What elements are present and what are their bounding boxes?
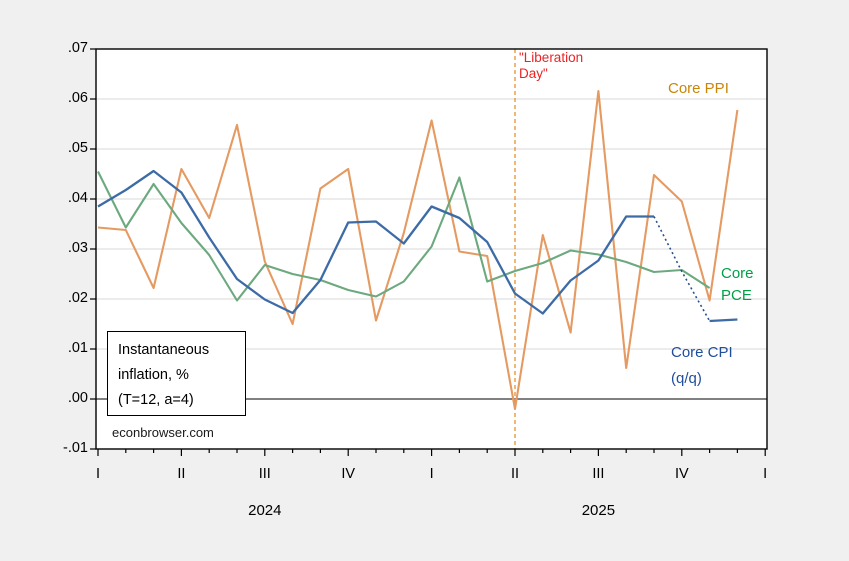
x-axis-quarter-label: I (95, 466, 101, 482)
x-axis-quarter-label: III (258, 466, 271, 482)
y-axis-label: .05 (67, 140, 88, 156)
x-axis-quarter-label: II (510, 466, 520, 482)
core-cpi-series-label: Core CPI (q/q) (671, 340, 733, 393)
core-pce-series-label: Core PCE (721, 263, 754, 307)
x-axis-quarter-label: I (429, 466, 434, 482)
title-line-3: (T=12, a=4) (118, 391, 194, 408)
core-cpi-line-dotted (653, 216, 711, 322)
x-axis-quarter-label: IV (674, 466, 689, 482)
cpi-label-line-1: Core CPI (671, 344, 733, 361)
x-axis-quarter-label: IV (341, 466, 356, 482)
y-axis-label: .04 (67, 190, 88, 206)
core-cpi-line-solid (97, 169, 654, 315)
y-axis-label: .07 (67, 40, 88, 56)
title-line-2: inflation, % (118, 366, 189, 383)
x-axis-year-label: 2024 (248, 502, 282, 519)
x-axis-quarter-label: I (763, 466, 768, 482)
core-cpi-line-end (709, 318, 738, 323)
y-axis-label: .03 (67, 240, 88, 256)
annotation-line-1: "Liberation (519, 50, 584, 65)
x-axis-quarter-label: II (177, 466, 186, 482)
y-axis-label: .06 (67, 90, 88, 106)
y-axis-label: .01 (67, 340, 88, 356)
chart-title-box: Instantaneous inflation, % (T=12, a=4) (107, 331, 246, 416)
y-axis-label: .00 (67, 390, 88, 406)
pce-label-line-1: Core (721, 265, 754, 282)
cpi-label-line-2: (q/q) (671, 370, 702, 388)
core-ppi-series-label: Core PPI (668, 80, 729, 97)
core-ppi-line (97, 89, 739, 411)
watermark: econbrowser.com (112, 425, 214, 440)
x-axis-quarter-label: III (592, 466, 605, 482)
plot-frame (95, 48, 768, 450)
x-axis-year-label: 2025 (581, 502, 616, 519)
title-line-1: Instantaneous (118, 342, 210, 358)
y-axis-label: .02 (67, 290, 88, 306)
core-pce-line (97, 171, 711, 302)
liberation-day-annotation: "Liberation Day" (519, 50, 583, 81)
annotation-line-2: Day" (519, 65, 548, 81)
pce-label-line-2: PCE (721, 286, 752, 304)
y-axis-label: -.01 (63, 440, 88, 456)
